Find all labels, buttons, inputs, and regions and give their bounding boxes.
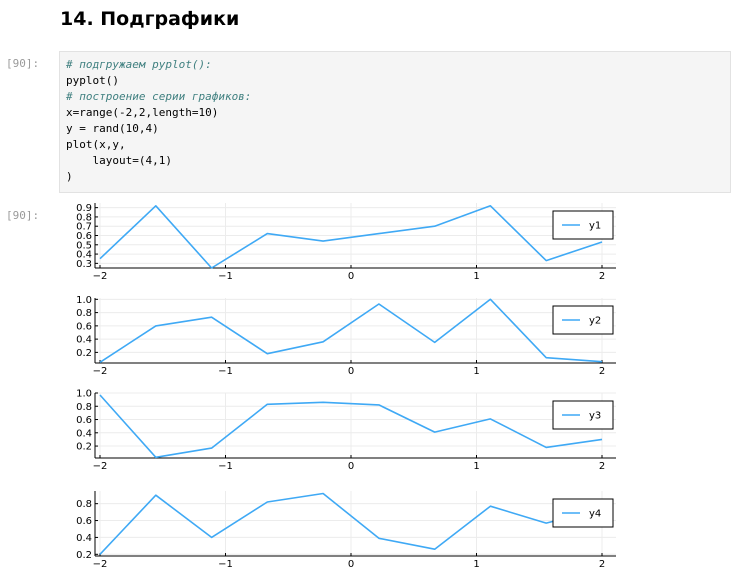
x-tick-label: −1 xyxy=(218,366,233,377)
y-tick-label: 0.8 xyxy=(76,499,92,510)
x-tick-label: 0 xyxy=(348,559,354,570)
legend-label: y4 xyxy=(589,509,601,520)
x-tick-label: −2 xyxy=(93,271,108,282)
y-tick-label: 0.6 xyxy=(76,415,92,426)
y-tick-label: 0.9 xyxy=(76,203,92,214)
code-line: # подгружаем pyplot(): xyxy=(66,57,251,73)
x-tick-label: 1 xyxy=(473,461,479,472)
y-tick-label: 0.6 xyxy=(76,321,92,332)
code-line: pyplot() xyxy=(66,73,251,89)
code-editor[interactable]: # подгружаем pyplot():pyplot()# построен… xyxy=(66,57,251,185)
x-tick-label: −1 xyxy=(218,461,233,472)
legend-label: y2 xyxy=(589,316,601,327)
code-cell[interactable]: # подгружаем pyplot():pyplot()# построен… xyxy=(59,51,731,193)
y-tick-label: 0.4 xyxy=(76,428,92,439)
y-tick-label: 0.8 xyxy=(76,308,92,319)
x-tick-label: 1 xyxy=(473,559,479,570)
y-tick-label: 0.2 xyxy=(76,442,92,453)
x-tick-label: 2 xyxy=(599,271,605,282)
code-line: y = rand(10,4) xyxy=(66,121,251,137)
y-tick-label: 0.8 xyxy=(76,402,92,413)
y-tick-label: 1.0 xyxy=(76,295,92,306)
x-tick-label: 2 xyxy=(599,461,605,472)
code-line: ) xyxy=(66,169,251,185)
x-tick-label: −2 xyxy=(93,461,108,472)
x-tick-label: 0 xyxy=(348,366,354,377)
output-prompt: [90]: xyxy=(6,209,58,222)
y-tick-label: 0.4 xyxy=(76,533,92,544)
x-tick-label: −1 xyxy=(218,559,233,570)
x-tick-label: 2 xyxy=(599,366,605,377)
y-tick-label: 0.6 xyxy=(76,516,92,527)
section-heading: 14. Подграфики xyxy=(60,8,239,30)
x-tick-label: 1 xyxy=(473,271,479,282)
y-tick-label: 1.0 xyxy=(76,389,92,400)
x-tick-label: 0 xyxy=(348,461,354,472)
legend-label: y3 xyxy=(589,411,601,422)
code-line: plot(x,y, xyxy=(66,137,251,153)
input-prompt: [90]: xyxy=(6,57,58,70)
x-tick-label: −1 xyxy=(218,271,233,282)
x-tick-label: −2 xyxy=(93,366,108,377)
code-line: layout=(4,1) xyxy=(66,153,251,169)
legend-label: y1 xyxy=(589,221,601,232)
y-tick-label: 0.2 xyxy=(76,550,92,561)
x-tick-label: 1 xyxy=(473,366,479,377)
x-tick-label: 2 xyxy=(599,559,605,570)
code-line: x=range(-2,2,length=10) xyxy=(66,105,251,121)
y-tick-label: 0.4 xyxy=(76,335,92,346)
y-tick-label: 0.2 xyxy=(76,348,92,359)
code-line: # построение серии графиков: xyxy=(66,89,251,105)
x-tick-label: −2 xyxy=(93,559,108,570)
x-tick-label: 0 xyxy=(348,271,354,282)
